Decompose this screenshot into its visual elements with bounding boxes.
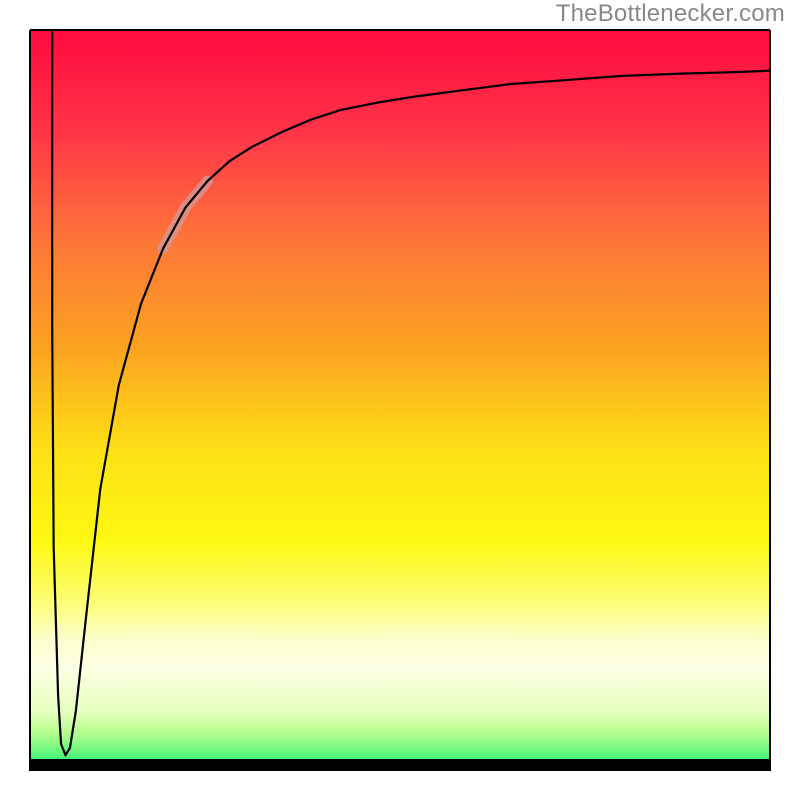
plot-background — [30, 30, 770, 770]
chart-container: TheBottlenecker.com — [0, 0, 800, 800]
watermark-text: TheBottlenecker.com — [556, 0, 785, 28]
bottleneck-curve-plot — [0, 0, 800, 800]
frame-bottom — [29, 759, 771, 771]
